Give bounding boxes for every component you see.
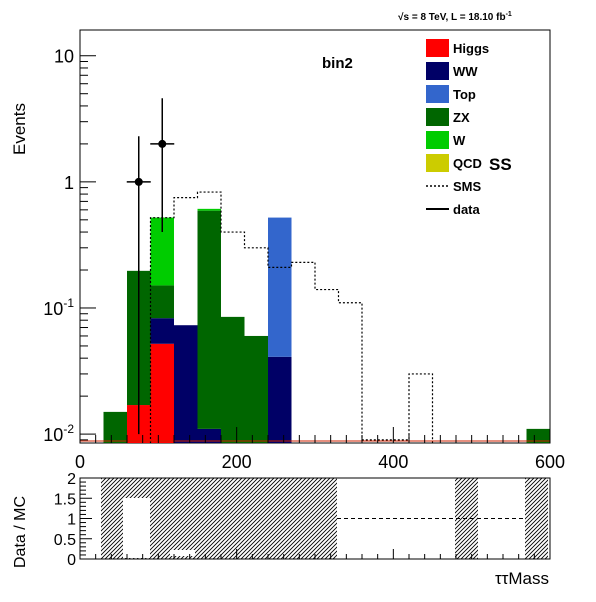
main-x-axis: 0 200 400 600 (75, 427, 565, 472)
lumi-label: √s = 8 TeV, L = 18.10 fb-1 (398, 11, 512, 23)
bar-higgs-90 (150, 343, 174, 443)
ratio-y-tick-label-0.5: 0.5 (54, 532, 76, 549)
ratio-gap-2 (123, 536, 150, 558)
legend-label-w: W (453, 133, 466, 148)
y-tick-label-0.1: 10-1 (43, 296, 74, 319)
bar-w-150 (197, 208, 221, 211)
x-tick-label-600: 600 (535, 452, 565, 472)
y-axis-title: Events (10, 103, 29, 155)
legend-label-ww: WW (453, 64, 478, 79)
bar-top-240 (268, 217, 292, 357)
bar-zx-90 (150, 285, 174, 319)
legend-label-top: Top (453, 87, 476, 102)
bar-zx-150 (197, 210, 221, 429)
legend-label-zx: ZX (453, 110, 470, 125)
legend-swatch-ww (426, 62, 449, 80)
y-tick-label-base: 10 (43, 425, 63, 445)
bar-ww-120 (174, 325, 198, 443)
legend: Higgs WW Top ZX W QCD SMS data (426, 39, 489, 217)
ratio-y-tick-label-1: 1 (67, 512, 76, 529)
legend-swatch-w (426, 131, 449, 149)
y-tick-label-base: 10 (43, 299, 63, 319)
y-tick-label-1: 1 (64, 173, 74, 193)
legend-label-sms: SMS (453, 179, 482, 194)
ratio-y-axis-title: Data / MC (12, 496, 29, 568)
x-axis-title: ττMass (495, 569, 549, 588)
legend-swatch-qcd (426, 154, 449, 172)
legend-swatch-higgs (426, 39, 449, 57)
legend-swatch-zx (426, 108, 449, 126)
bar-ww-240 (268, 356, 292, 443)
bar-zx-180 (221, 316, 245, 443)
x-tick-label-200: 200 (222, 452, 252, 472)
ratio-gap-3 (170, 550, 195, 556)
legend-label-data: data (453, 202, 481, 217)
y-tick-label-0.01: 10-2 (43, 422, 74, 445)
stacked-histogram (103, 208, 550, 443)
sms-histogram-line (149, 191, 434, 443)
legend-label-qcd: QCD (453, 156, 482, 171)
data-points (126, 98, 175, 435)
ratio-y-tick-label-1.5: 1.5 (54, 491, 76, 508)
bar-zx-210 (244, 335, 268, 443)
legend-label-higgs: Higgs (453, 41, 489, 56)
ratio-plot-panel: 0 0.5 1 1.5 2 Data / MC ττMass (12, 471, 551, 588)
y-tick-label-10: 10 (54, 47, 74, 67)
x-tick-label-0: 0 (75, 452, 85, 472)
data-point-1 (158, 139, 167, 148)
bar-ww-90 (150, 318, 174, 344)
data-point-0 (134, 177, 143, 186)
ratio-y-tick-label-0: 0 (67, 552, 76, 569)
bar-zx-30 (103, 411, 127, 443)
x-tick-label-400: 400 (378, 452, 408, 472)
y-tick-label-exp: -1 (63, 296, 74, 310)
bar-zx-570 (526, 428, 550, 443)
y-tick-label-exp: -2 (63, 422, 74, 436)
ratio-y-tick-label-2: 2 (67, 471, 76, 488)
bin-label: bin2 (322, 55, 353, 72)
ratio-y-axis: 0 0.5 1 1.5 2 (54, 471, 92, 569)
legend-swatch-top (426, 85, 449, 103)
bar-w-90 (150, 217, 174, 286)
bar-ww-150 (197, 428, 221, 443)
ss-label: SS (489, 155, 512, 174)
ratio-gap-1 (123, 498, 150, 536)
